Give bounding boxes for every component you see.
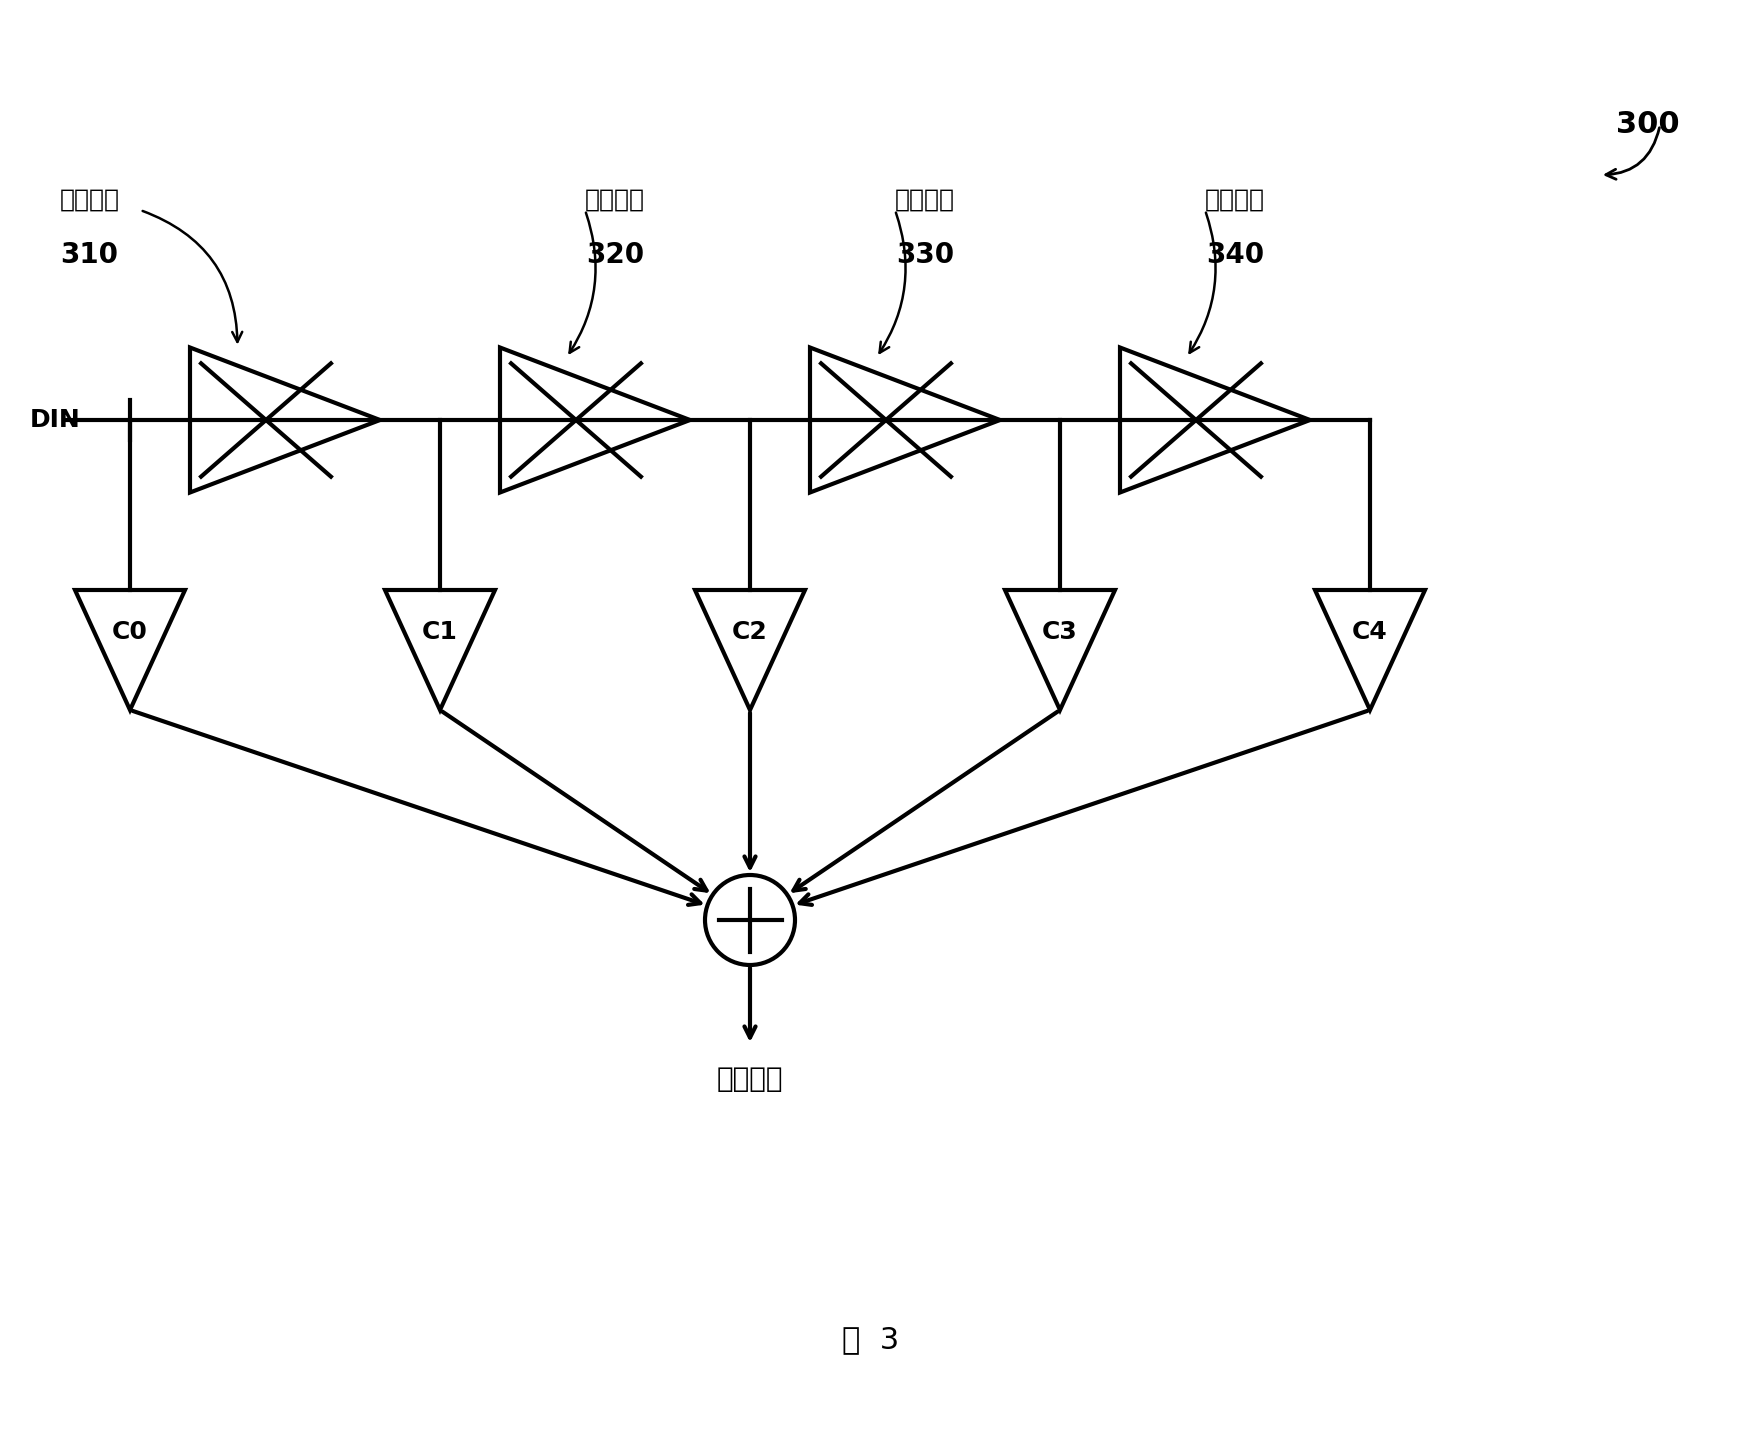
Polygon shape (385, 590, 495, 710)
Polygon shape (1005, 590, 1115, 710)
Text: 310: 310 (59, 241, 118, 268)
Text: 340: 340 (1205, 241, 1265, 268)
Text: C2: C2 (732, 620, 768, 644)
Text: DIN: DIN (30, 408, 80, 432)
Text: C4: C4 (1352, 620, 1388, 644)
Polygon shape (695, 590, 805, 710)
Text: 图  3: 图 3 (843, 1326, 899, 1355)
Circle shape (706, 875, 794, 964)
Polygon shape (1315, 590, 1425, 710)
Text: 延迟信元: 延迟信元 (895, 188, 955, 212)
Text: 数据输出: 数据输出 (716, 1065, 784, 1093)
Text: 300: 300 (1617, 110, 1679, 139)
Text: 330: 330 (895, 241, 955, 268)
Text: C1: C1 (422, 620, 458, 644)
Polygon shape (75, 590, 185, 710)
Text: 延迟信元: 延迟信元 (585, 188, 645, 212)
Text: C3: C3 (1042, 620, 1078, 644)
Text: 320: 320 (585, 241, 645, 268)
Text: 延迟信元: 延迟信元 (1205, 188, 1265, 212)
Text: C0: C0 (111, 620, 148, 644)
Text: 延迟信元: 延迟信元 (59, 188, 120, 212)
